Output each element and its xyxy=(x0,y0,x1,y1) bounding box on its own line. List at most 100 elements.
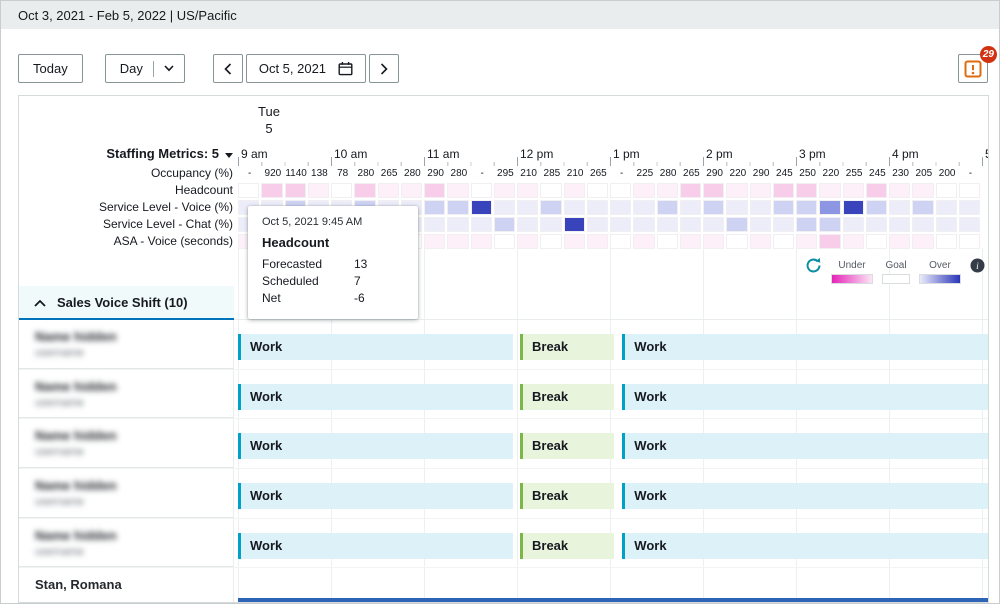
heatmap-cell[interactable] xyxy=(912,183,934,198)
heatmap-cell[interactable] xyxy=(447,200,469,215)
heatmap-cell[interactable] xyxy=(703,200,725,215)
schedule-bar-work[interactable]: Work xyxy=(622,433,988,460)
heatmap-cell[interactable] xyxy=(470,217,492,232)
heatmap-cell[interactable] xyxy=(958,234,980,249)
previous-day-button[interactable] xyxy=(212,54,243,83)
heatmap-cell[interactable] xyxy=(610,183,632,198)
heatmap-cell[interactable] xyxy=(679,200,701,215)
heatmap-cell[interactable] xyxy=(586,183,608,198)
heatmap-cell[interactable] xyxy=(633,234,655,249)
schedule-bar-break[interactable]: Break xyxy=(520,532,614,559)
heatmap-cell[interactable] xyxy=(284,183,306,198)
heatmap-cell[interactable] xyxy=(749,200,771,215)
heatmap-cell[interactable] xyxy=(796,217,818,232)
heatmap-cell[interactable] xyxy=(517,183,539,198)
shift-section-toggle[interactable]: Sales Voice Shift (10) xyxy=(19,286,234,320)
heatmap-cell[interactable] xyxy=(493,183,515,198)
heatmap-cell[interactable] xyxy=(656,217,678,232)
heatmap-cell[interactable] xyxy=(842,217,864,232)
schedule-bar-work[interactable]: Work xyxy=(238,383,513,410)
heatmap-cell[interactable] xyxy=(726,200,748,215)
alerts-count-badge[interactable]: 29 xyxy=(979,46,997,63)
heatmap-cell[interactable] xyxy=(610,217,632,232)
heatmap-cell[interactable] xyxy=(842,183,864,198)
heatmap-cell[interactable] xyxy=(889,200,911,215)
heatmap-cell[interactable] xyxy=(633,183,655,198)
heatmap-cell[interactable] xyxy=(889,183,911,198)
schedule-bar-work[interactable]: Work xyxy=(622,532,988,559)
schedule-bar-break[interactable]: Break xyxy=(520,433,614,460)
agent-name-cell[interactable]: Name hidden username xyxy=(19,518,234,568)
heatmap-cell[interactable] xyxy=(796,183,818,198)
heatmap-cell[interactable] xyxy=(540,200,562,215)
heatmap-cell[interactable] xyxy=(772,183,794,198)
heatmap-cell[interactable] xyxy=(331,183,353,198)
schedule-bar-work[interactable]: Work xyxy=(622,383,988,410)
schedule-bar-work[interactable]: Work xyxy=(238,334,513,360)
heatmap-cell[interactable] xyxy=(447,217,469,232)
heatmap-cell[interactable] xyxy=(540,217,562,232)
heatmap-cell[interactable] xyxy=(749,183,771,198)
next-day-button[interactable] xyxy=(369,54,400,83)
heatmap-cell[interactable] xyxy=(703,183,725,198)
heatmap-cell[interactable] xyxy=(633,217,655,232)
staffing-metrics-dropdown[interactable]: Staffing Metrics: 5 xyxy=(19,146,233,161)
heatmap-cell[interactable] xyxy=(703,217,725,232)
heatmap-cell[interactable] xyxy=(563,234,585,249)
heatmap-cell[interactable] xyxy=(865,200,887,215)
heatmap-cell[interactable] xyxy=(958,200,980,215)
heatmap-cell[interactable] xyxy=(749,234,771,249)
schedule-bar-work[interactable]: Work xyxy=(622,483,988,510)
heatmap-cell[interactable] xyxy=(424,217,446,232)
schedule-bar-break[interactable]: Break xyxy=(520,383,614,410)
heatmap-cell[interactable] xyxy=(563,200,585,215)
heatmap-cell[interactable] xyxy=(447,183,469,198)
heatmap-cell[interactable] xyxy=(935,234,957,249)
heatmap-cell[interactable] xyxy=(679,217,701,232)
heatmap-cell[interactable] xyxy=(726,234,748,249)
schedule-bar-work[interactable]: Work xyxy=(238,433,513,460)
heatmap-cell[interactable] xyxy=(819,200,841,215)
heatmap-cell[interactable] xyxy=(424,200,446,215)
heatmap-cell[interactable] xyxy=(912,217,934,232)
heatmap-cell[interactable] xyxy=(586,200,608,215)
heatmap-cell[interactable] xyxy=(935,200,957,215)
heatmap-cell[interactable] xyxy=(819,234,841,249)
heatmap-cell[interactable] xyxy=(610,234,632,249)
heatmap-cell[interactable] xyxy=(377,183,399,198)
heatmap-cell[interactable] xyxy=(656,183,678,198)
heatmap-cell[interactable] xyxy=(912,200,934,215)
heatmap-cell[interactable] xyxy=(656,200,678,215)
heatmap-cell[interactable] xyxy=(261,183,283,198)
heatmap-cell[interactable] xyxy=(772,200,794,215)
agent-name-cell[interactable]: Name hidden username xyxy=(19,320,234,369)
heatmap-cell[interactable] xyxy=(470,183,492,198)
refresh-icon[interactable] xyxy=(805,257,822,279)
heatmap-cell[interactable] xyxy=(842,234,864,249)
heatmap-cell[interactable] xyxy=(470,234,492,249)
heatmap-cell[interactable] xyxy=(865,183,887,198)
heatmap-cell[interactable] xyxy=(865,234,887,249)
heatmap-cell[interactable] xyxy=(958,217,980,232)
view-dropdown[interactable]: Day xyxy=(104,54,185,83)
heatmap-cell[interactable] xyxy=(679,234,701,249)
heatmap-cell[interactable] xyxy=(912,234,934,249)
heatmap-cell[interactable] xyxy=(796,234,818,249)
heatmap-cell[interactable] xyxy=(307,183,329,198)
heatmap-cell[interactable] xyxy=(935,217,957,232)
heatmap-cell[interactable] xyxy=(842,200,864,215)
heatmap-cell[interactable] xyxy=(470,200,492,215)
heatmap-cell[interactable] xyxy=(726,217,748,232)
heatmap-cell[interactable] xyxy=(656,234,678,249)
schedule-bar-work[interactable]: Work xyxy=(238,532,513,559)
schedule-bar-break[interactable]: Break xyxy=(520,334,614,360)
heatmap-cell[interactable] xyxy=(679,183,701,198)
info-icon[interactable]: i xyxy=(970,258,985,278)
heatmap-cell[interactable] xyxy=(586,217,608,232)
heatmap-cell[interactable] xyxy=(772,234,794,249)
heatmap-cell[interactable] xyxy=(517,200,539,215)
heatmap-cell[interactable] xyxy=(493,217,515,232)
heatmap-cell[interactable] xyxy=(517,234,539,249)
heatmap-cell[interactable] xyxy=(610,200,632,215)
schedule-bar-work[interactable]: Work xyxy=(622,334,988,360)
